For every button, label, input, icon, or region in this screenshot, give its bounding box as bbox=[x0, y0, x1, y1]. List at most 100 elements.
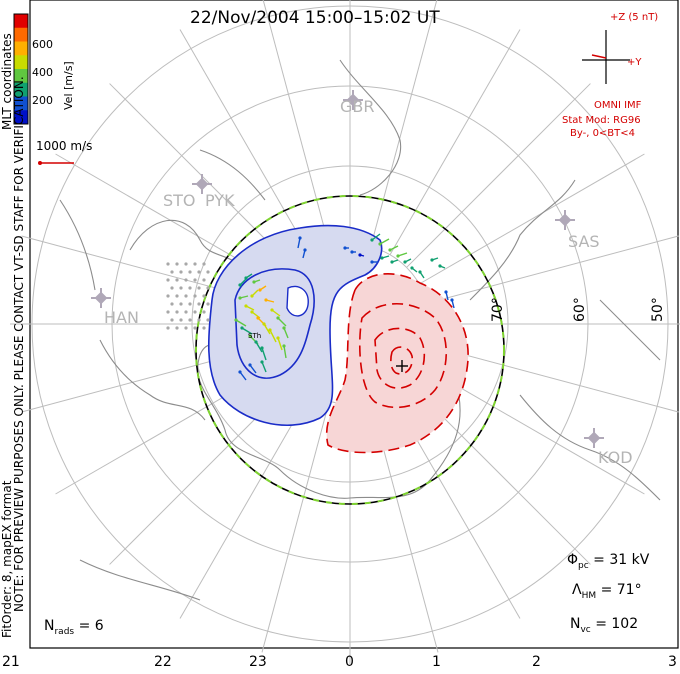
velocity-vector-origin bbox=[350, 250, 354, 254]
velocity-vector-origin bbox=[343, 246, 347, 250]
velocity-vector-origin bbox=[260, 360, 264, 364]
mlt-meridian bbox=[427, 235, 679, 304]
velocity-vector-origin bbox=[370, 238, 374, 242]
latitude-label-50: 50° bbox=[650, 297, 666, 322]
imf-condition-label: By-, 0<BT<4 bbox=[570, 128, 636, 139]
velocity-vector bbox=[255, 341, 263, 353]
velocity-vector-origin bbox=[370, 260, 374, 264]
fit-order-note: FitOrder: 8, mapEX format bbox=[0, 480, 14, 638]
nvc-symbol: N bbox=[570, 616, 581, 632]
colorbar-band bbox=[14, 96, 28, 111]
radar-cell-dot bbox=[188, 318, 192, 322]
velocity-vector-origin bbox=[378, 242, 382, 246]
mlt-meridian bbox=[406, 83, 591, 268]
mlt-hour-label: 1 bbox=[432, 654, 441, 670]
nrads-subscript: rads bbox=[54, 626, 75, 637]
radar-cell-dot bbox=[202, 326, 206, 330]
velocity-vector-origin bbox=[268, 328, 272, 332]
velocity-vector-origin bbox=[388, 248, 392, 252]
velocity-vector bbox=[297, 237, 301, 249]
radar-cell-dot bbox=[175, 310, 179, 314]
velocity-vector-origin bbox=[252, 280, 256, 284]
radar-cell-dot bbox=[202, 294, 206, 298]
colorbar-band bbox=[14, 41, 28, 56]
velocity-vector-origin bbox=[380, 256, 384, 260]
radar-cell-dot bbox=[184, 294, 188, 298]
radar-cell-dot bbox=[202, 278, 206, 282]
velocity-vector-origin bbox=[248, 363, 252, 367]
phi-subscript: pc bbox=[578, 560, 589, 571]
map-title: 22/Nov/2004 15:00–15:02 UT bbox=[190, 8, 440, 28]
imf-source-label: OMNI IMF bbox=[594, 100, 642, 111]
velocity-vector-origin bbox=[238, 296, 242, 300]
velocity-vector-origin bbox=[430, 258, 434, 262]
velocity-vector-origin bbox=[282, 344, 286, 348]
phi-value: = 31 kV bbox=[593, 552, 650, 568]
radar-cell-dot bbox=[170, 270, 174, 274]
velocity-vector bbox=[283, 345, 287, 359]
velocity-vector-origin bbox=[450, 298, 454, 302]
velocity-vector-origin bbox=[244, 304, 248, 308]
colorbar-tick: 600 bbox=[32, 38, 53, 51]
radar-cell-dot bbox=[179, 270, 183, 274]
radar-marker bbox=[192, 174, 212, 194]
velocity-vector-origin bbox=[254, 340, 258, 344]
velocity-vector-origin bbox=[410, 266, 414, 270]
colorbar-tick: 400 bbox=[32, 66, 53, 79]
nrads-symbol: N bbox=[44, 618, 55, 634]
velocity-vector bbox=[277, 317, 287, 327]
imf-y-label: +Y bbox=[627, 57, 642, 68]
mlt-hour-label: 3 bbox=[668, 654, 677, 670]
radar-label-sth: STh bbox=[248, 332, 262, 340]
velocity-vector bbox=[261, 347, 267, 361]
velocity-vectors bbox=[234, 233, 455, 381]
velocity-vector-origin bbox=[260, 346, 264, 350]
radar-cell-dot bbox=[197, 270, 201, 274]
colorbar-tick: 200 bbox=[32, 94, 53, 107]
radar-cell-dot bbox=[184, 262, 188, 266]
radar-cell-dot bbox=[197, 286, 201, 290]
radar-cell-dot bbox=[193, 278, 197, 282]
velocity-vector-origin bbox=[276, 336, 280, 340]
velocity-vector-origin bbox=[303, 248, 307, 252]
nrads-value: = 6 bbox=[78, 618, 104, 634]
colorbar-band bbox=[14, 55, 28, 70]
velocity-vector-origin bbox=[234, 318, 238, 322]
mlt-meridian bbox=[179, 393, 311, 619]
velocity-vector-origin bbox=[250, 310, 254, 314]
radar-cell-dot bbox=[175, 278, 179, 282]
dusk-convection-cell bbox=[207, 224, 383, 427]
vector-count: Nvc = 102 bbox=[570, 616, 638, 635]
velocity-colorbar bbox=[14, 14, 28, 125]
velocity-vector bbox=[263, 323, 271, 335]
velocity-vector-origin bbox=[418, 270, 422, 274]
velocity-scale-label: 1000 m/s bbox=[36, 139, 93, 153]
nvc-subscript: vc bbox=[580, 624, 591, 635]
mlt-hour-label: 21 bbox=[2, 654, 20, 670]
radar-cell-dot bbox=[179, 318, 183, 322]
velocity-vector-origin bbox=[240, 326, 244, 330]
radar-label-sto: STO bbox=[163, 191, 196, 210]
colorbar-band bbox=[14, 27, 28, 42]
radar-cell-dot bbox=[193, 294, 197, 298]
latitude-label-60: 60° bbox=[572, 297, 588, 322]
radar-cell-dot bbox=[206, 318, 210, 322]
radar-label-pyk: PYK bbox=[205, 191, 235, 210]
preview-note: NOTE: FOR PREVIEW PURPOSES ONLY. PLEASE … bbox=[12, 76, 26, 612]
velocity-vector-origin bbox=[264, 298, 268, 302]
radar-label-han: HAN bbox=[104, 308, 139, 327]
velocity-vector bbox=[261, 361, 267, 373]
hm-boundary-latitude: ΛHM = 71° bbox=[572, 582, 642, 601]
stat-model-label: Stat Mod: RG96 bbox=[562, 115, 641, 126]
velocity-vector bbox=[235, 319, 247, 327]
radar-marker bbox=[584, 428, 604, 448]
velocity-vector-origin bbox=[244, 276, 248, 280]
radar-cell-dot bbox=[175, 294, 179, 298]
radar-cell-dot bbox=[179, 286, 183, 290]
nvc-value: = 102 bbox=[595, 616, 639, 632]
latitude-label-70: 70° bbox=[490, 297, 506, 322]
velocity-vector-origin bbox=[396, 254, 400, 258]
radar-cell-dot bbox=[197, 318, 201, 322]
velocity-vector-origin bbox=[238, 283, 242, 287]
